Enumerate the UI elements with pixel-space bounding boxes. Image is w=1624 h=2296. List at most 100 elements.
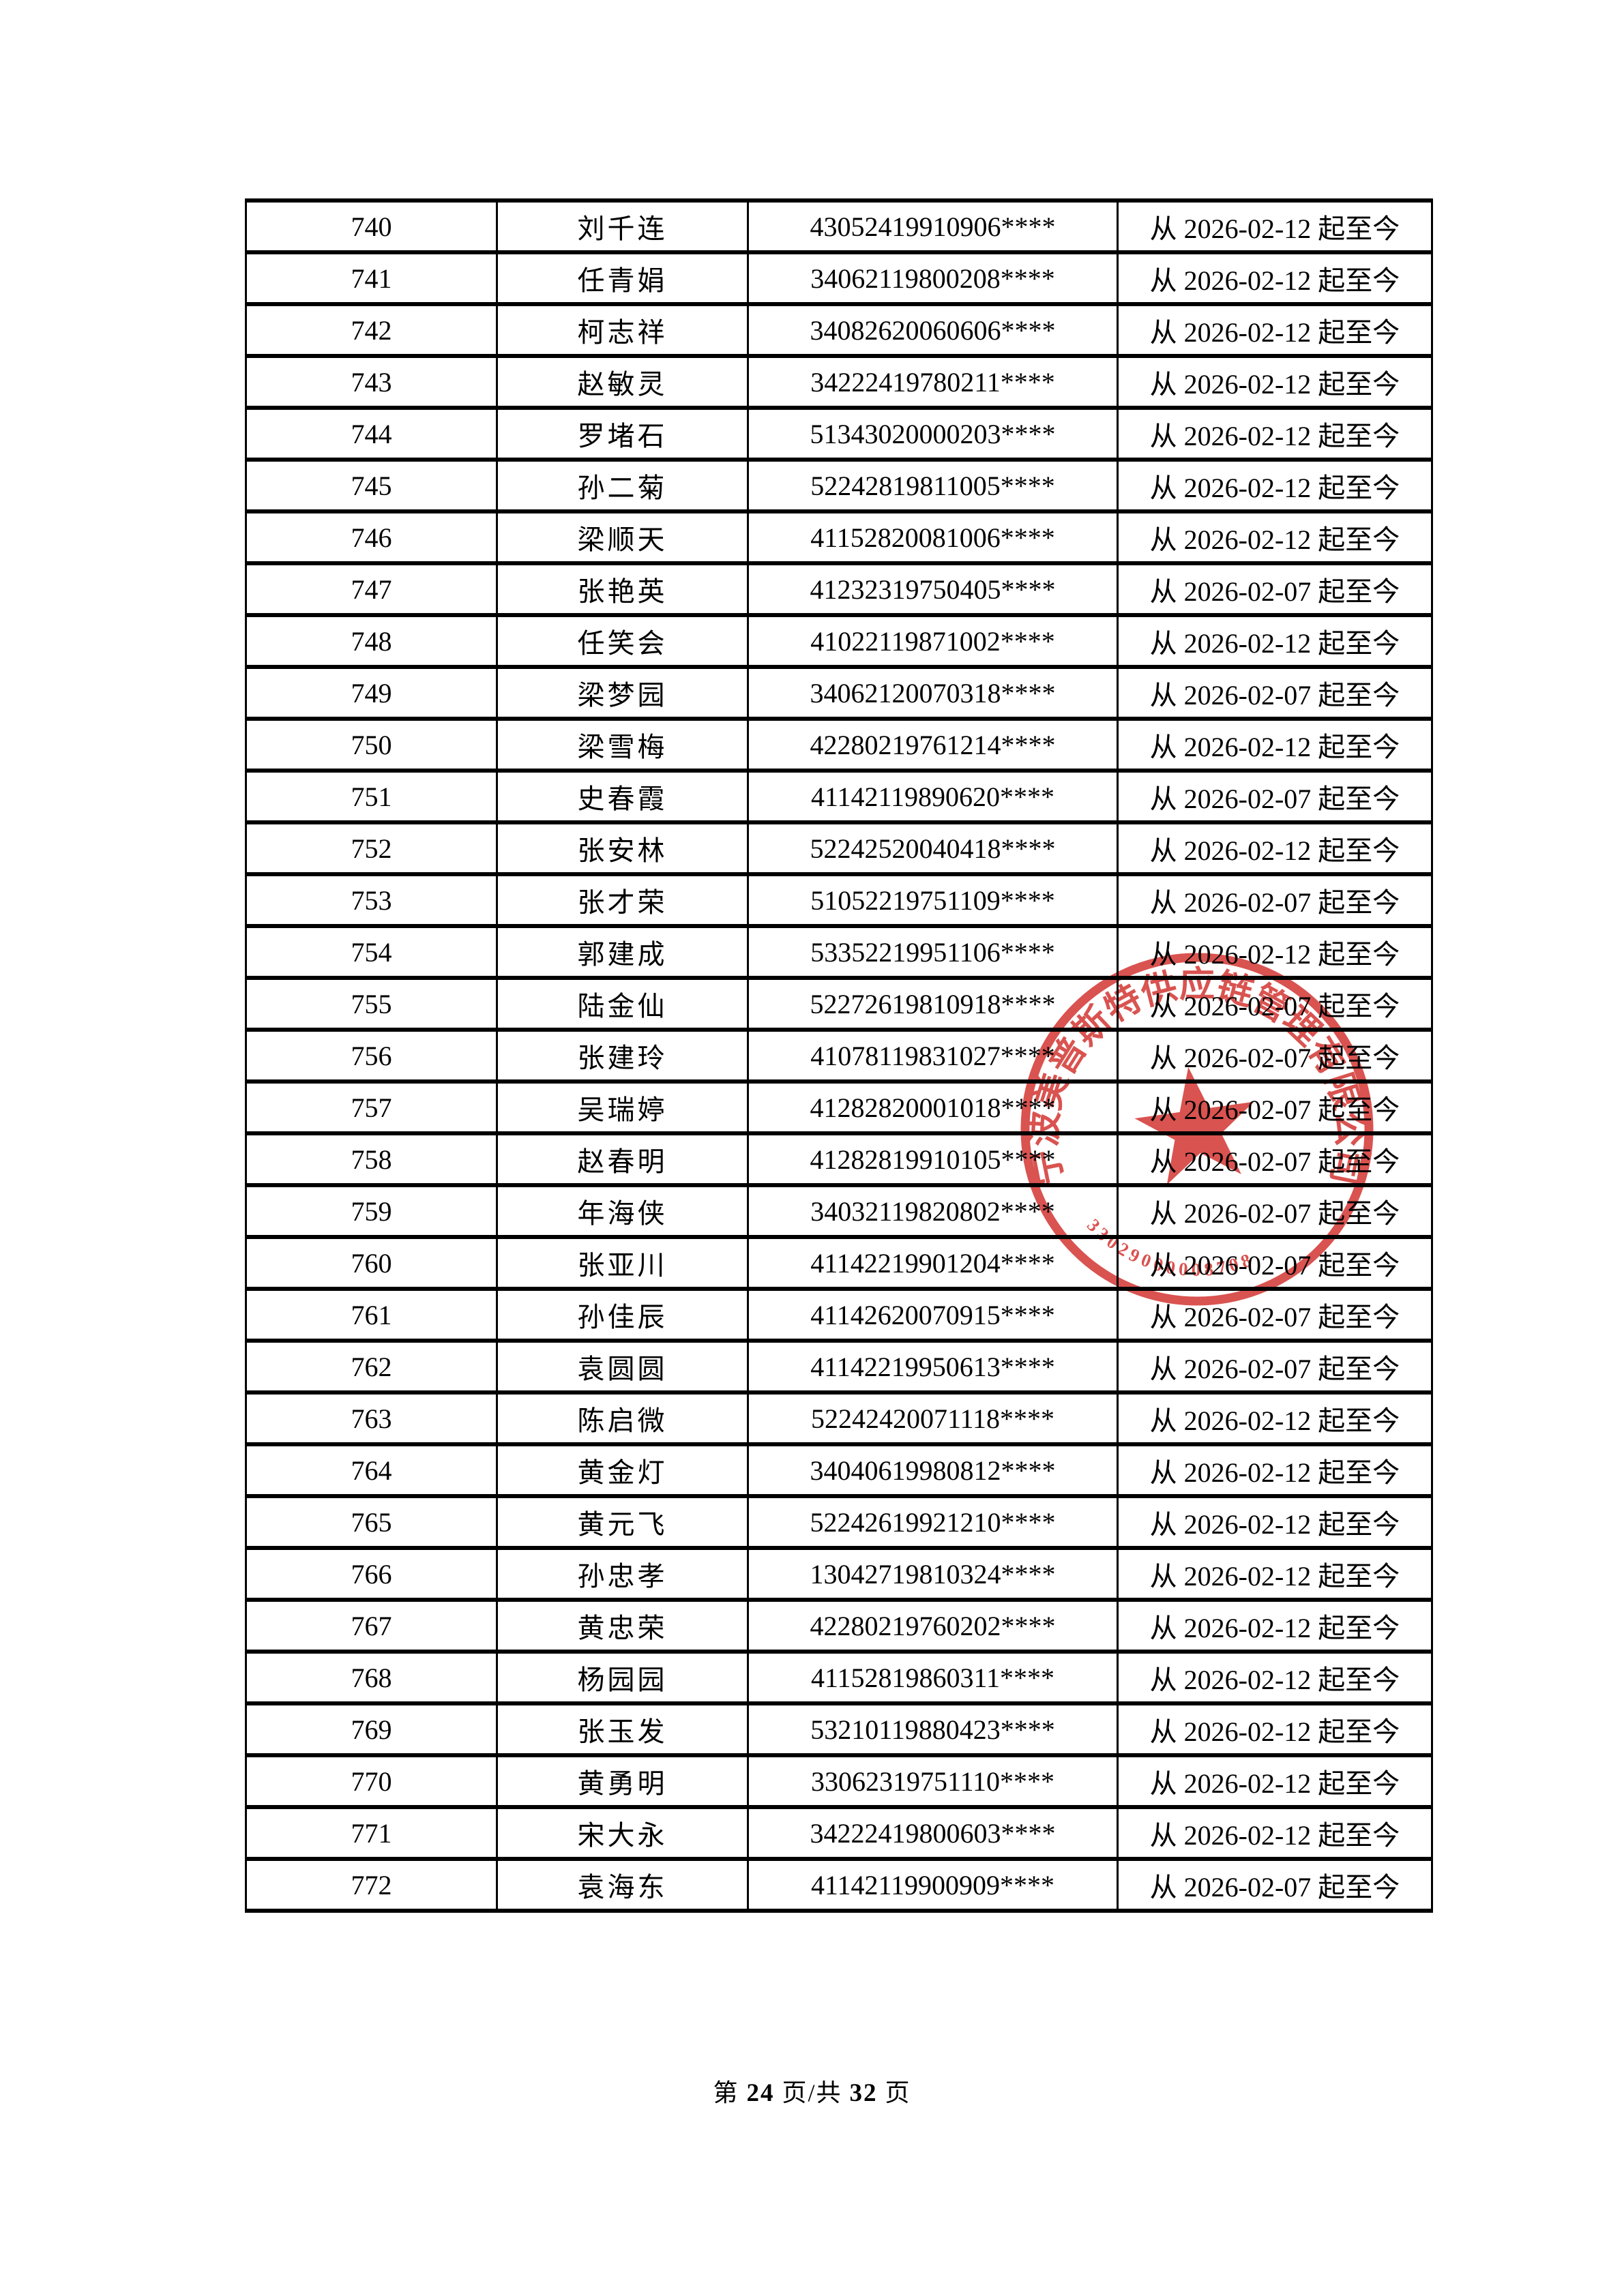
- cell-name: 梁雪梅: [496, 717, 749, 773]
- cell-sequence: 771: [245, 1805, 498, 1861]
- cell-sequence: 757: [245, 1079, 498, 1135]
- cell-valid-period: 从 2026-02-07 起至今: [1117, 1183, 1433, 1239]
- cell-sequence: 760: [245, 1235, 498, 1291]
- cell-name: 黄金灯: [496, 1442, 749, 1498]
- cell-sequence: 756: [245, 1028, 498, 1084]
- cell-name: 张安林: [496, 820, 749, 876]
- cell-valid-period: 从 2026-02-12 起至今: [1117, 1390, 1433, 1446]
- cell-id-number: 52242520040418****: [747, 820, 1119, 876]
- cell-valid-period: 从 2026-02-12 起至今: [1117, 509, 1433, 565]
- cell-sequence: 770: [245, 1753, 498, 1809]
- cell-sequence: 755: [245, 976, 498, 1032]
- cell-id-number: 33062319751110****: [747, 1753, 1119, 1809]
- cell-id-number: 34062120070318****: [747, 665, 1119, 721]
- cell-sequence: 742: [245, 302, 498, 358]
- cell-name: 孙佳辰: [496, 1287, 749, 1343]
- cell-name: 袁海东: [496, 1857, 749, 1913]
- cell-id-number: 13042719810324****: [747, 1546, 1119, 1602]
- cell-valid-period: 从 2026-02-12 起至今: [1117, 1546, 1433, 1602]
- cell-id-number: 41142119900909****: [747, 1857, 1119, 1913]
- cell-sequence: 751: [245, 769, 498, 824]
- cell-valid-period: 从 2026-02-12 起至今: [1117, 1650, 1433, 1705]
- table-row: 740 刘千连 43052419910906**** 从 2026-02-12 起至今: [245, 198, 1433, 254]
- cell-id-number: 34040619980812****: [747, 1442, 1119, 1498]
- cell-valid-period: 从 2026-02-12 起至今: [1117, 198, 1433, 254]
- cell-id-number: 41282820001018****: [747, 1079, 1119, 1135]
- table-row: 772 袁海东 41142119900909**** 从 2026-02-07 起至今: [245, 1857, 1433, 1913]
- table-row: 755 陆金仙 52272619810918**** 从 2026-02-07 起至今: [245, 976, 1433, 1032]
- table-row: 760 张亚川 41142219901204**** 从 2026-02-07 起至今: [245, 1235, 1433, 1291]
- cell-name: 孙二菊: [496, 458, 749, 513]
- cell-name: 宋大永: [496, 1805, 749, 1861]
- table-row: 742 柯志祥 34082620060606**** 从 2026-02-12 起至今: [245, 302, 1433, 358]
- cell-valid-period: 从 2026-02-12 起至今: [1117, 1701, 1433, 1757]
- cell-sequence: 762: [245, 1339, 498, 1395]
- table-row: 741 任青娟 34062119800208**** 从 2026-02-12 起至今: [245, 250, 1433, 306]
- cell-id-number: 52242619921210****: [747, 1494, 1119, 1550]
- cell-name: 陆金仙: [496, 976, 749, 1032]
- cell-id-number: 41282819910105****: [747, 1131, 1119, 1187]
- table-row: 752 张安林 52242520040418**** 从 2026-02-12 起至今: [245, 820, 1433, 876]
- table-row: 765 黄元飞 52242619921210**** 从 2026-02-12 起至今: [245, 1494, 1433, 1550]
- cell-id-number: 52272619810918****: [747, 976, 1119, 1032]
- cell-sequence: 759: [245, 1183, 498, 1239]
- table-row: 762 袁圆圆 41142219950613**** 从 2026-02-07 起至今: [245, 1339, 1433, 1395]
- cell-sequence: 761: [245, 1287, 498, 1343]
- cell-valid-period: 从 2026-02-12 起至今: [1117, 717, 1433, 773]
- cell-valid-period: 从 2026-02-12 起至今: [1117, 302, 1433, 358]
- cell-name: 黄元飞: [496, 1494, 749, 1550]
- cell-sequence: 763: [245, 1390, 498, 1446]
- cell-sequence: 746: [245, 509, 498, 565]
- cell-name: 袁圆圆: [496, 1339, 749, 1395]
- cell-id-number: 34222419780211****: [747, 354, 1119, 410]
- cell-id-number: 42280219760202****: [747, 1598, 1119, 1654]
- cell-name: 刘千连: [496, 198, 749, 254]
- table-row: 746 梁顺天 41152820081006**** 从 2026-02-12 起至今: [245, 509, 1433, 565]
- cell-sequence: 748: [245, 613, 498, 669]
- footer-current-page: 24: [746, 2079, 775, 2107]
- cell-id-number: 41142620070915****: [747, 1287, 1119, 1343]
- table-row: 743 赵敏灵 34222419780211**** 从 2026-02-12 起至今: [245, 354, 1433, 410]
- cell-valid-period: 从 2026-02-07 起至今: [1117, 1028, 1433, 1084]
- cell-name: 孙忠孝: [496, 1546, 749, 1602]
- cell-id-number: 34062119800208****: [747, 250, 1119, 306]
- cell-sequence: 752: [245, 820, 498, 876]
- cell-id-number: 42280219761214****: [747, 717, 1119, 773]
- cell-id-number: 34032119820802****: [747, 1183, 1119, 1239]
- cell-id-number: 52242819811005****: [747, 458, 1119, 513]
- cell-id-number: 53210119880423****: [747, 1701, 1119, 1757]
- cell-sequence: 750: [245, 717, 498, 773]
- cell-valid-period: 从 2026-02-07 起至今: [1117, 1339, 1433, 1395]
- cell-name: 黄忠荣: [496, 1598, 749, 1654]
- page-number-footer: 第 24 页/共 32 页: [0, 2073, 1624, 2108]
- table-row: 753 张才荣 51052219751109**** 从 2026-02-07 起至今: [245, 872, 1433, 928]
- cell-name: 史春霞: [496, 769, 749, 824]
- table-row: 763 陈启微 52242420071118**** 从 2026-02-12 起至今: [245, 1390, 1433, 1446]
- footer-prefix: 第: [713, 2079, 739, 2106]
- cell-name: 吴瑞婷: [496, 1079, 749, 1135]
- cell-id-number: 41142219950613****: [747, 1339, 1119, 1395]
- cell-valid-period: 从 2026-02-12 起至今: [1117, 820, 1433, 876]
- table-row: 766 孙忠孝 13042719810324**** 从 2026-02-12 起至今: [245, 1546, 1433, 1602]
- cell-valid-period: 从 2026-02-12 起至今: [1117, 458, 1433, 513]
- cell-valid-period: 从 2026-02-07 起至今: [1117, 561, 1433, 617]
- cell-name: 杨园园: [496, 1650, 749, 1705]
- footer-middle: 页/共: [782, 2079, 842, 2106]
- cell-valid-period: 从 2026-02-07 起至今: [1117, 769, 1433, 824]
- cell-valid-period: 从 2026-02-07 起至今: [1117, 665, 1433, 721]
- cell-id-number: 43052419910906****: [747, 198, 1119, 254]
- cell-name: 张建玲: [496, 1028, 749, 1084]
- cell-id-number: 41152819860311****: [747, 1650, 1119, 1705]
- cell-name: 张艳英: [496, 561, 749, 617]
- cell-name: 张才荣: [496, 872, 749, 928]
- cell-id-number: 41078119831027****: [747, 1028, 1119, 1084]
- table-row: 758 赵春明 41282819910105**** 从 2026-02-07 起至今: [245, 1131, 1433, 1187]
- footer-suffix: 页: [885, 2079, 911, 2106]
- cell-name: 陈启微: [496, 1390, 749, 1446]
- cell-name: 任青娟: [496, 250, 749, 306]
- cell-valid-period: 从 2026-02-07 起至今: [1117, 1079, 1433, 1135]
- cell-sequence: 764: [245, 1442, 498, 1498]
- cell-sequence: 758: [245, 1131, 498, 1187]
- cell-valid-period: 从 2026-02-07 起至今: [1117, 976, 1433, 1032]
- table-row: 770 黄勇明 33062319751110**** 从 2026-02-12 起至今: [245, 1753, 1433, 1809]
